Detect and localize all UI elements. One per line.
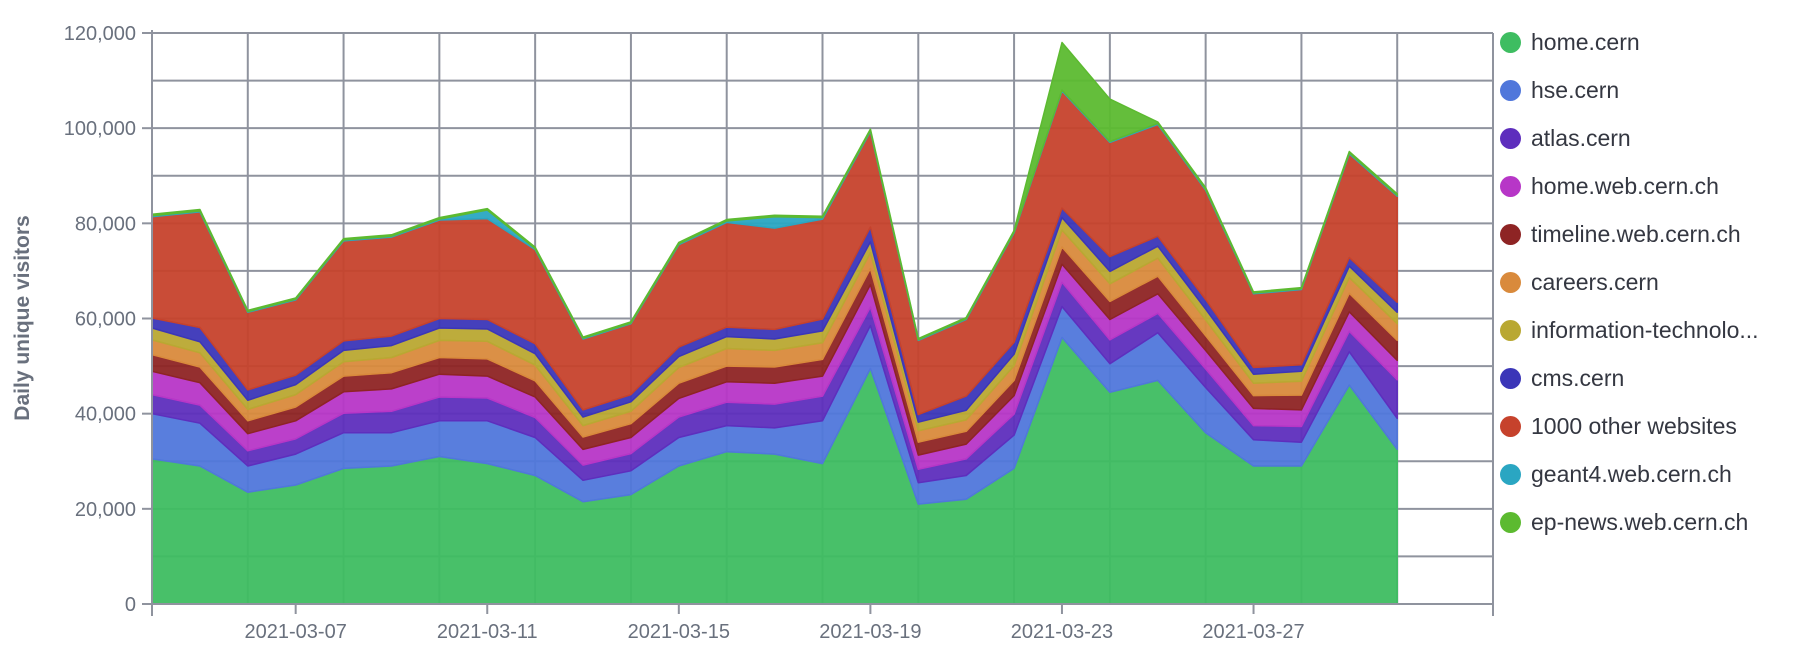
legend-label: home.web.cern.ch xyxy=(1531,172,1719,199)
y-tick-label: 80,000 xyxy=(75,213,136,235)
legend-label: ep-news.web.cern.ch xyxy=(1531,508,1749,535)
legend-dot-icon xyxy=(1500,223,1521,245)
legend-label: cms.cern xyxy=(1531,364,1625,391)
legend: home.cern hse.cern atlas.cern home.web.cern… xyxy=(1500,18,1800,546)
legend-label: timeline.web.cern.ch xyxy=(1531,220,1741,247)
legend-label: 1000 other websites xyxy=(1531,412,1737,439)
legend-item-8[interactable]: 1000 other websites xyxy=(1500,402,1800,450)
y-axis-title: Daily unique visitors xyxy=(11,215,34,420)
legend-item-2[interactable]: atlas.cern xyxy=(1500,114,1800,162)
legend-item-3[interactable]: home.web.cern.ch xyxy=(1500,162,1800,210)
legend-label: atlas.cern xyxy=(1531,124,1631,151)
legend-dot-icon xyxy=(1500,511,1521,533)
y-tick-label: 120,000 xyxy=(64,23,136,45)
legend-item-5[interactable]: careers.cern xyxy=(1500,258,1800,306)
legend-label: information-technolo... xyxy=(1531,316,1759,343)
x-tick-label: 2021-03-27 xyxy=(1202,621,1304,643)
x-tick-label: 2021-03-23 xyxy=(1011,621,1113,643)
legend-item-10[interactable]: ep-news.web.cern.ch xyxy=(1500,498,1800,546)
stacked-areas xyxy=(151,41,1398,605)
legend-item-0[interactable]: home.cern xyxy=(1500,18,1800,66)
legend-item-9[interactable]: geant4.web.cern.ch xyxy=(1500,450,1800,498)
legend-item-6[interactable]: information-technolo... xyxy=(1500,306,1800,354)
area-series-10[interactable] xyxy=(151,41,1398,341)
legend-dot-icon xyxy=(1500,319,1521,341)
legend-label: home.cern xyxy=(1531,28,1640,55)
x-tick-label: 2021-03-19 xyxy=(819,621,921,643)
legend-label: geant4.web.cern.ch xyxy=(1531,460,1732,487)
legend-dot-icon xyxy=(1500,79,1521,101)
legend-dot-icon xyxy=(1500,367,1521,389)
y-tick-label: 60,000 xyxy=(75,309,136,331)
legend-dot-icon xyxy=(1500,127,1521,149)
legend-dot-icon xyxy=(1500,463,1521,485)
x-tick-label: 2021-03-15 xyxy=(628,621,730,643)
y-tick-label: 20,000 xyxy=(75,499,136,521)
legend-label: hse.cern xyxy=(1531,76,1620,103)
legend-dot-icon xyxy=(1500,31,1521,53)
legend-label: careers.cern xyxy=(1531,268,1659,295)
legend-item-1[interactable]: hse.cern xyxy=(1500,66,1800,114)
legend-dot-icon xyxy=(1500,271,1521,293)
x-tick-label: 2021-03-11 xyxy=(437,621,538,643)
x-tick-label: 2021-03-07 xyxy=(245,621,347,643)
y-tick-label: 100,000 xyxy=(64,118,136,140)
y-tick-label: 0 xyxy=(125,594,136,616)
axes: 0 20,000 40,000 60,000 80,000 100,000 120,000 2… xyxy=(64,23,1494,643)
legend-item-4[interactable]: timeline.web.cern.ch xyxy=(1500,210,1800,258)
legend-item-7[interactable]: cms.cern xyxy=(1500,354,1800,402)
legend-dot-icon xyxy=(1500,175,1521,197)
y-tick-label: 40,000 xyxy=(75,404,136,426)
legend-dot-icon xyxy=(1500,415,1521,437)
